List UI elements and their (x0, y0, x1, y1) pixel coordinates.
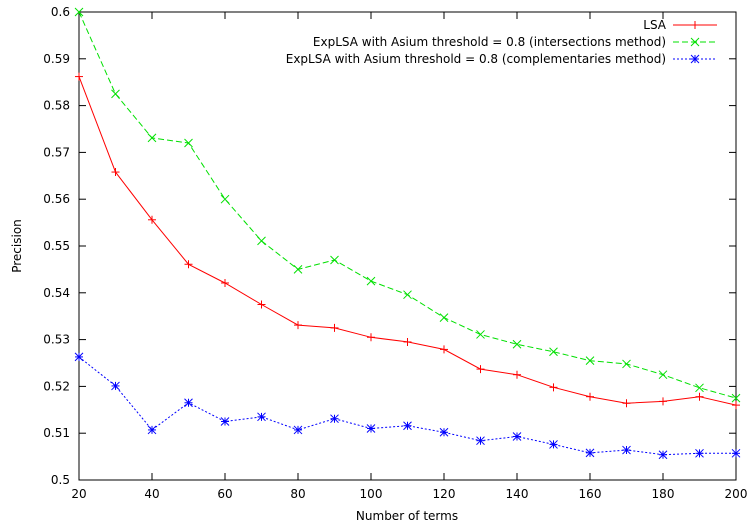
x-tick-label: 20 (71, 487, 86, 501)
data-point (184, 138, 193, 148)
y-tick-label: 0.6 (51, 5, 70, 19)
legend-marker (690, 37, 700, 47)
legend-label: ExpLSA with Asium threshold = 0.8 (inter… (313, 35, 666, 49)
y-tick-label: 0.54 (43, 286, 70, 300)
x-tick-label: 100 (360, 487, 383, 501)
legend: LSA ExpLSA with Asium threshold = 0.8 (in… (286, 18, 717, 66)
data-point (147, 425, 157, 435)
data-point (75, 72, 83, 81)
data-point (622, 399, 631, 408)
data-point (221, 278, 229, 287)
legend-marker (690, 54, 700, 64)
series-line (78, 356, 736, 456)
data-point (257, 412, 266, 422)
data-point (658, 450, 668, 460)
data-point (512, 432, 522, 441)
data-point (731, 393, 741, 403)
data-point (366, 276, 376, 286)
data-point (512, 339, 522, 349)
data-point (622, 445, 631, 455)
data-point (585, 448, 595, 458)
data-point (147, 133, 157, 143)
data-point (330, 323, 339, 332)
data-point (695, 448, 704, 458)
data-point (476, 365, 485, 374)
data-point (549, 383, 558, 392)
legend-label: LSA (643, 18, 667, 32)
data-point (257, 236, 266, 246)
data-point (585, 356, 595, 366)
y-axis-label: Precision (10, 219, 24, 273)
series-line (78, 76, 737, 406)
data-point (74, 7, 84, 17)
data-point (294, 321, 302, 330)
y-tick-label: 0.58 (43, 99, 70, 113)
data-point (293, 265, 303, 274)
x-tick-label: 80 (290, 487, 305, 501)
data-point (403, 337, 412, 346)
legend-entry: ExpLSA with Asium threshold = 0.8 (inter… (313, 35, 717, 49)
series-layer (74, 7, 741, 460)
data-point (403, 421, 412, 431)
data-point (148, 215, 156, 224)
x-tick-label: 60 (217, 487, 232, 501)
data-point (220, 417, 230, 426)
data-point (732, 401, 740, 410)
series-2 (74, 7, 741, 403)
legend-entry: ExpLSA with Asium threshold = 0.8 (compl… (286, 52, 717, 66)
plot-area-frame (78, 11, 737, 481)
y-tick-label: 0.53 (43, 333, 70, 347)
data-point (440, 345, 448, 354)
legend-marker (691, 21, 699, 29)
data-point (293, 425, 303, 435)
data-point (439, 427, 449, 437)
x-tick-label: 160 (579, 487, 602, 501)
data-point (111, 89, 120, 99)
series-3 (74, 352, 741, 460)
series-1 (75, 72, 740, 410)
data-point (513, 370, 521, 379)
data-point (476, 330, 485, 339)
data-point (366, 424, 376, 433)
y-tick-label: 0.59 (43, 52, 70, 66)
data-point (367, 333, 375, 342)
x-tick-label: 120 (433, 487, 456, 501)
data-point (622, 359, 631, 369)
data-point (695, 392, 704, 401)
data-point (74, 352, 84, 362)
x-tick-label: 140 (506, 487, 529, 501)
data-point (731, 448, 741, 458)
y-tick-label: 0.51 (43, 426, 70, 440)
data-point (658, 370, 668, 380)
y-tick-label: 0.52 (43, 379, 70, 393)
data-point (111, 381, 120, 391)
legend-entry: LSA (643, 18, 717, 32)
x-axis-label: Number of terms (356, 509, 458, 523)
data-point (184, 260, 193, 269)
data-point (476, 436, 485, 446)
data-point (184, 398, 193, 408)
data-point (403, 290, 412, 300)
x-tick-label: 200 (725, 487, 748, 501)
legend-label: ExpLSA with Asium threshold = 0.8 (compl… (286, 52, 666, 66)
data-point (549, 347, 558, 357)
data-point (659, 397, 667, 406)
x-tick-label: 40 (144, 487, 159, 501)
y-tick-label: 0.56 (43, 192, 70, 206)
data-point (220, 194, 230, 204)
data-point (586, 392, 594, 401)
data-point (330, 255, 339, 265)
y-tick-label: 0.55 (43, 239, 70, 253)
data-point (111, 168, 120, 177)
data-point (257, 300, 266, 309)
data-point (695, 383, 704, 393)
data-point (439, 313, 449, 322)
data-point (330, 414, 339, 424)
data-point (549, 440, 558, 449)
y-tick-label: 0.57 (43, 145, 70, 159)
x-tick-label: 180 (652, 487, 675, 501)
y-tick-label: 0.5 (51, 473, 70, 487)
axis-ticks: 20 40 60 80 100 120 140 160 180 200 0.5 0.51 0.52 0.5… (43, 5, 747, 501)
